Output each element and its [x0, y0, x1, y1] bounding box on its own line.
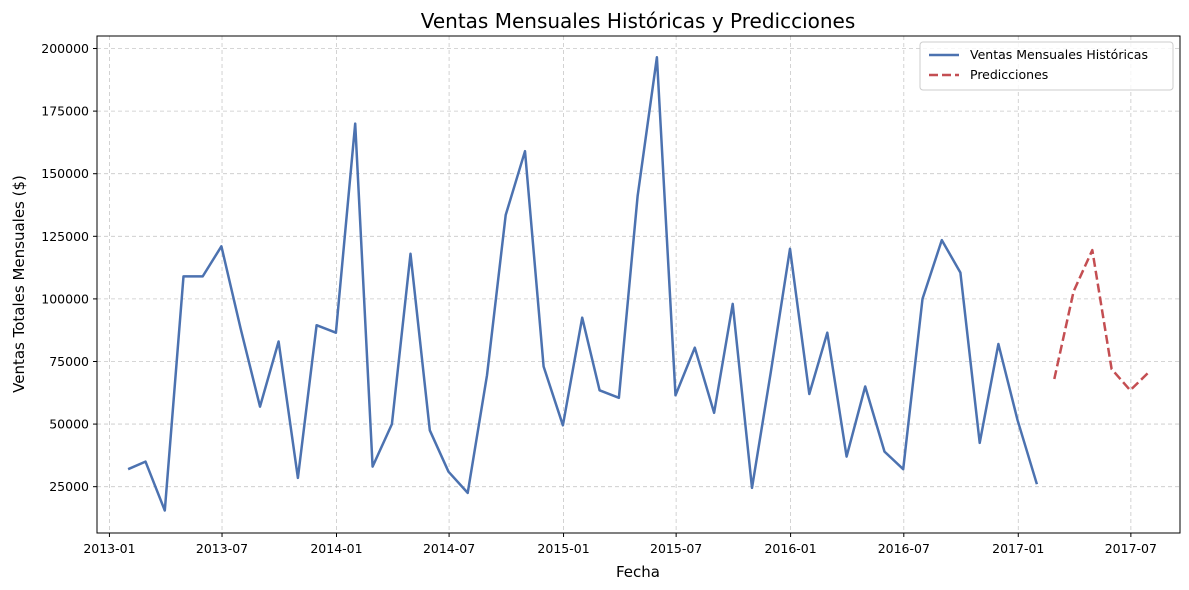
y-tick-label: 25000 — [49, 479, 89, 494]
historical-point — [259, 405, 261, 407]
historical-point — [674, 394, 676, 396]
historical-point — [808, 393, 810, 395]
x-tick-label: 2016-07 — [878, 541, 930, 556]
historical-point — [505, 214, 507, 216]
historical-point — [997, 343, 999, 345]
historical-point — [354, 122, 356, 124]
predictions-line — [1053, 248, 1151, 392]
historical-point — [598, 389, 600, 391]
x-tick-label: 2014-01 — [310, 541, 362, 556]
historical-point — [144, 460, 146, 462]
historical-point — [902, 468, 904, 470]
chart-title: Ventas Mensuales Históricas y Prediccion… — [421, 9, 856, 33]
historical-point — [524, 150, 526, 152]
historical-point — [751, 487, 753, 489]
y-tick-label: 75000 — [49, 354, 89, 369]
historical-point — [883, 450, 885, 452]
historical-point — [164, 509, 166, 511]
y-tick-label: 200000 — [41, 41, 89, 56]
historical-point — [391, 423, 393, 425]
x-tick-label: 2014-07 — [423, 541, 475, 556]
historical-point — [182, 275, 184, 277]
historical-point — [467, 492, 469, 494]
historical-point — [864, 385, 866, 387]
historical-point — [562, 424, 564, 426]
historical-point — [315, 324, 317, 326]
x-tick-label: 2017-07 — [1105, 541, 1157, 556]
historical-point — [959, 271, 961, 273]
x-tick-label: 2013-01 — [83, 541, 135, 556]
historical-point — [127, 468, 129, 470]
historical-point — [371, 465, 373, 467]
prediction-point — [1129, 389, 1131, 391]
historical-point — [581, 317, 583, 319]
legend-box — [919, 41, 1174, 91]
legend-label-predictions: Predicciones — [970, 67, 1048, 82]
x-tick-label: 2016-01 — [764, 541, 816, 556]
historical-point — [713, 412, 715, 414]
y-tick-label: 150000 — [41, 166, 89, 181]
historical-point — [486, 374, 488, 376]
historical-sales-line — [127, 56, 1039, 512]
historical-point — [447, 471, 449, 473]
historical-point — [618, 397, 620, 399]
legend: Ventas Mensuales Históricas Predicciones — [919, 41, 1174, 91]
historical-point — [202, 275, 204, 277]
x-tick-label: 2013-07 — [196, 541, 248, 556]
historical-point — [656, 56, 658, 58]
y-tick-label: 100000 — [41, 291, 89, 306]
y-axis-label: Ventas Totales Mensuales ($) — [10, 175, 28, 393]
historical-point — [429, 429, 431, 431]
series-layer — [127, 56, 1151, 512]
historical-point — [409, 253, 411, 255]
historical-point — [335, 332, 337, 334]
y-axis-ticks: 25000 50000 75000 100000 125000 150000 175000 2… — [41, 41, 97, 494]
prediction-point — [1110, 368, 1112, 370]
historical-point — [732, 303, 734, 305]
historical-point — [845, 455, 847, 457]
historical-point — [921, 298, 923, 300]
historical-point — [694, 347, 696, 349]
prediction-point — [1148, 370, 1150, 372]
y-tick-label: 125000 — [41, 229, 89, 244]
legend-label-historical: Ventas Mensuales Históricas — [970, 47, 1148, 62]
historical-point — [542, 365, 544, 367]
x-tick-label: 2015-01 — [537, 541, 589, 556]
x-tick-label: 2017-01 — [992, 541, 1044, 556]
plot-border — [96, 35, 1181, 534]
historical-point — [770, 372, 772, 374]
x-tick-label: 2015-07 — [650, 541, 702, 556]
historical-point — [220, 245, 222, 247]
historical-point — [979, 442, 981, 444]
historical-point — [1036, 483, 1038, 485]
x-axis-ticks: 2013-01 2013-07 2014-01 2014-07 2015-01 2015-… — [83, 533, 1157, 556]
prediction-point — [1091, 249, 1093, 251]
grid-lines — [97, 36, 1180, 533]
historical-point — [297, 477, 299, 479]
y-tick-label: 175000 — [41, 104, 89, 119]
historical-point — [789, 248, 791, 250]
historical-point — [636, 195, 638, 197]
x-axis-label: Fecha — [616, 563, 660, 581]
historical-point — [826, 332, 828, 334]
prediction-point — [1053, 378, 1055, 380]
plot-area — [97, 36, 1180, 533]
prediction-point — [1072, 290, 1074, 292]
historical-point — [277, 340, 279, 342]
historical-point — [941, 239, 943, 241]
y-tick-label: 50000 — [49, 417, 89, 432]
historical-point — [240, 328, 242, 330]
historical-point — [1016, 419, 1018, 421]
